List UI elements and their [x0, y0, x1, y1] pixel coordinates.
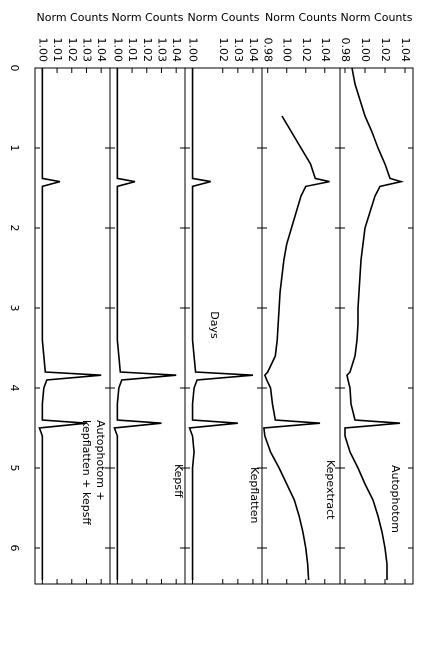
- y-tick-label: 0.98: [262, 38, 275, 63]
- light-curve: [188, 68, 254, 580]
- x-tick-label: 6: [8, 545, 21, 552]
- panel-label: Kepflatten: [248, 467, 261, 523]
- y-tick-label: 1.04: [319, 38, 332, 63]
- y-axis-label: Norm Counts: [188, 11, 260, 24]
- light-curve: [263, 115, 330, 581]
- panel-label: Autophotom +: [94, 420, 107, 501]
- y-tick-label: 1.02: [379, 38, 392, 63]
- plot-area: 0.98 1.00 1.02 1.04 Norm Counts Autophotom 0.9…: [8, 11, 414, 585]
- panel-label: kepflatten + kepsff: [80, 420, 93, 525]
- y-tick-label: 1.00: [281, 38, 294, 63]
- x-tick-label: 2: [8, 225, 21, 232]
- y-tick-label: 1.02: [66, 38, 79, 63]
- y-axis-label: Norm Counts: [112, 11, 184, 24]
- y-tick-label: 1.04: [399, 38, 412, 63]
- y-axis-label: Norm Counts: [265, 11, 337, 24]
- y-tick-label: 1.00: [111, 38, 124, 63]
- y-axis-label: Norm Counts: [37, 11, 109, 24]
- y-tick-label: 1.01: [126, 38, 139, 63]
- light-curve: [344, 67, 405, 580]
- x-tick-label: 3: [8, 305, 21, 312]
- light-curve: [113, 68, 177, 580]
- y-axis-label: Norm Counts: [341, 11, 413, 24]
- x-tick-label: 4: [8, 385, 21, 392]
- y-tick-label: 1.02: [217, 38, 230, 63]
- y-tick-label: 1.00: [359, 38, 372, 63]
- light-curve: [38, 68, 102, 580]
- panel-label: Kepsff: [172, 464, 185, 498]
- y-tick-label: 1.02: [300, 38, 313, 63]
- y-tick-label: 1.00: [187, 38, 200, 63]
- y-tick-label: 1.03: [80, 38, 93, 63]
- y-tick-label: 1.03: [232, 38, 245, 63]
- x-tick-label: 0: [8, 65, 21, 72]
- y-tick-label: 1.01: [51, 38, 64, 63]
- y-tick-label: 1.03: [155, 38, 168, 63]
- panel-label: Kepextract: [324, 460, 337, 520]
- panel-label: Autophotom: [389, 465, 402, 533]
- y-tick-label: 1.04: [170, 38, 183, 63]
- x-tick-label: 1: [8, 145, 21, 152]
- y-tick-label: 1.00: [36, 38, 49, 63]
- x-tick-label: 5: [8, 465, 21, 472]
- y-tick-label: 1.04: [247, 38, 260, 63]
- x-axis-label: Days: [208, 311, 221, 339]
- y-tick-label: 1.02: [141, 38, 154, 63]
- panel-frame: [34, 67, 111, 585]
- y-tick-label: 1.04: [95, 38, 108, 63]
- y-tick-label: 0.98: [339, 38, 352, 63]
